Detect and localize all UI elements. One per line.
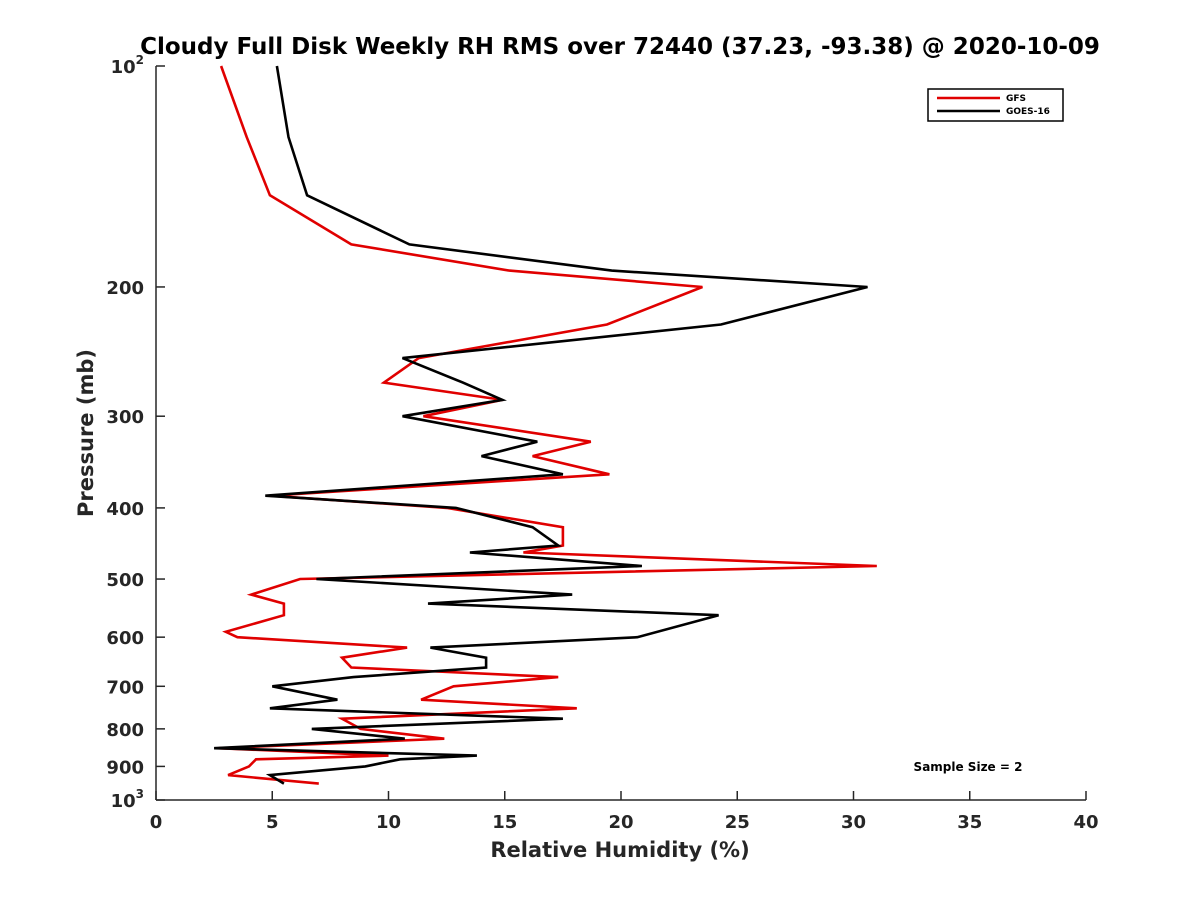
x-axis-label: Relative Humidity (%) xyxy=(490,838,749,862)
axes-layer: 0 5 10 15 20 25 30 35 40 102 200 300 400 500 600 700 800… xyxy=(106,53,1098,833)
y-axis-label: Pressure (mb) xyxy=(74,349,98,517)
y-tick-label: 600 xyxy=(106,628,144,649)
y-tick-label: 103 xyxy=(111,787,144,812)
y-tick-label: 500 xyxy=(106,570,144,591)
series-line-gfs xyxy=(218,65,877,785)
series-layer xyxy=(214,65,877,785)
legend-box xyxy=(927,88,1064,122)
plot-area: 0 5 10 15 20 25 30 35 40 102 200 300 400 500 600 700 800… xyxy=(106,53,1098,833)
x-tick-label: 35 xyxy=(957,812,982,833)
x-tick-label: 0 xyxy=(150,812,163,833)
legend: GFS GOES-16 xyxy=(927,88,1064,122)
series-line-goes-16 xyxy=(214,65,868,785)
x-tick-label: 10 xyxy=(376,812,401,833)
y-tick-label: 400 xyxy=(106,499,144,520)
y-tick-label: 200 xyxy=(106,278,144,299)
legend-label: GFS xyxy=(1006,94,1026,104)
x-tick-label: 15 xyxy=(492,812,517,833)
chart-title: Cloudy Full Disk Weekly RH RMS over 7244… xyxy=(140,34,1100,60)
x-tick-label: 30 xyxy=(841,812,866,833)
legend-label: GOES-16 xyxy=(1006,107,1050,117)
x-tick-label: 5 xyxy=(266,812,279,833)
x-tick-label: 40 xyxy=(1073,812,1098,833)
sample-size-annotation: Sample Size = 2 xyxy=(914,760,1023,774)
y-tick-label: 102 xyxy=(111,53,144,78)
x-tick-label: 25 xyxy=(725,812,750,833)
y-tick-label: 300 xyxy=(106,407,144,428)
x-tick-label: 20 xyxy=(608,812,633,833)
y-tick-label: 700 xyxy=(106,677,144,698)
y-tick-label: 800 xyxy=(106,720,144,741)
y-tick-label: 900 xyxy=(106,757,144,778)
